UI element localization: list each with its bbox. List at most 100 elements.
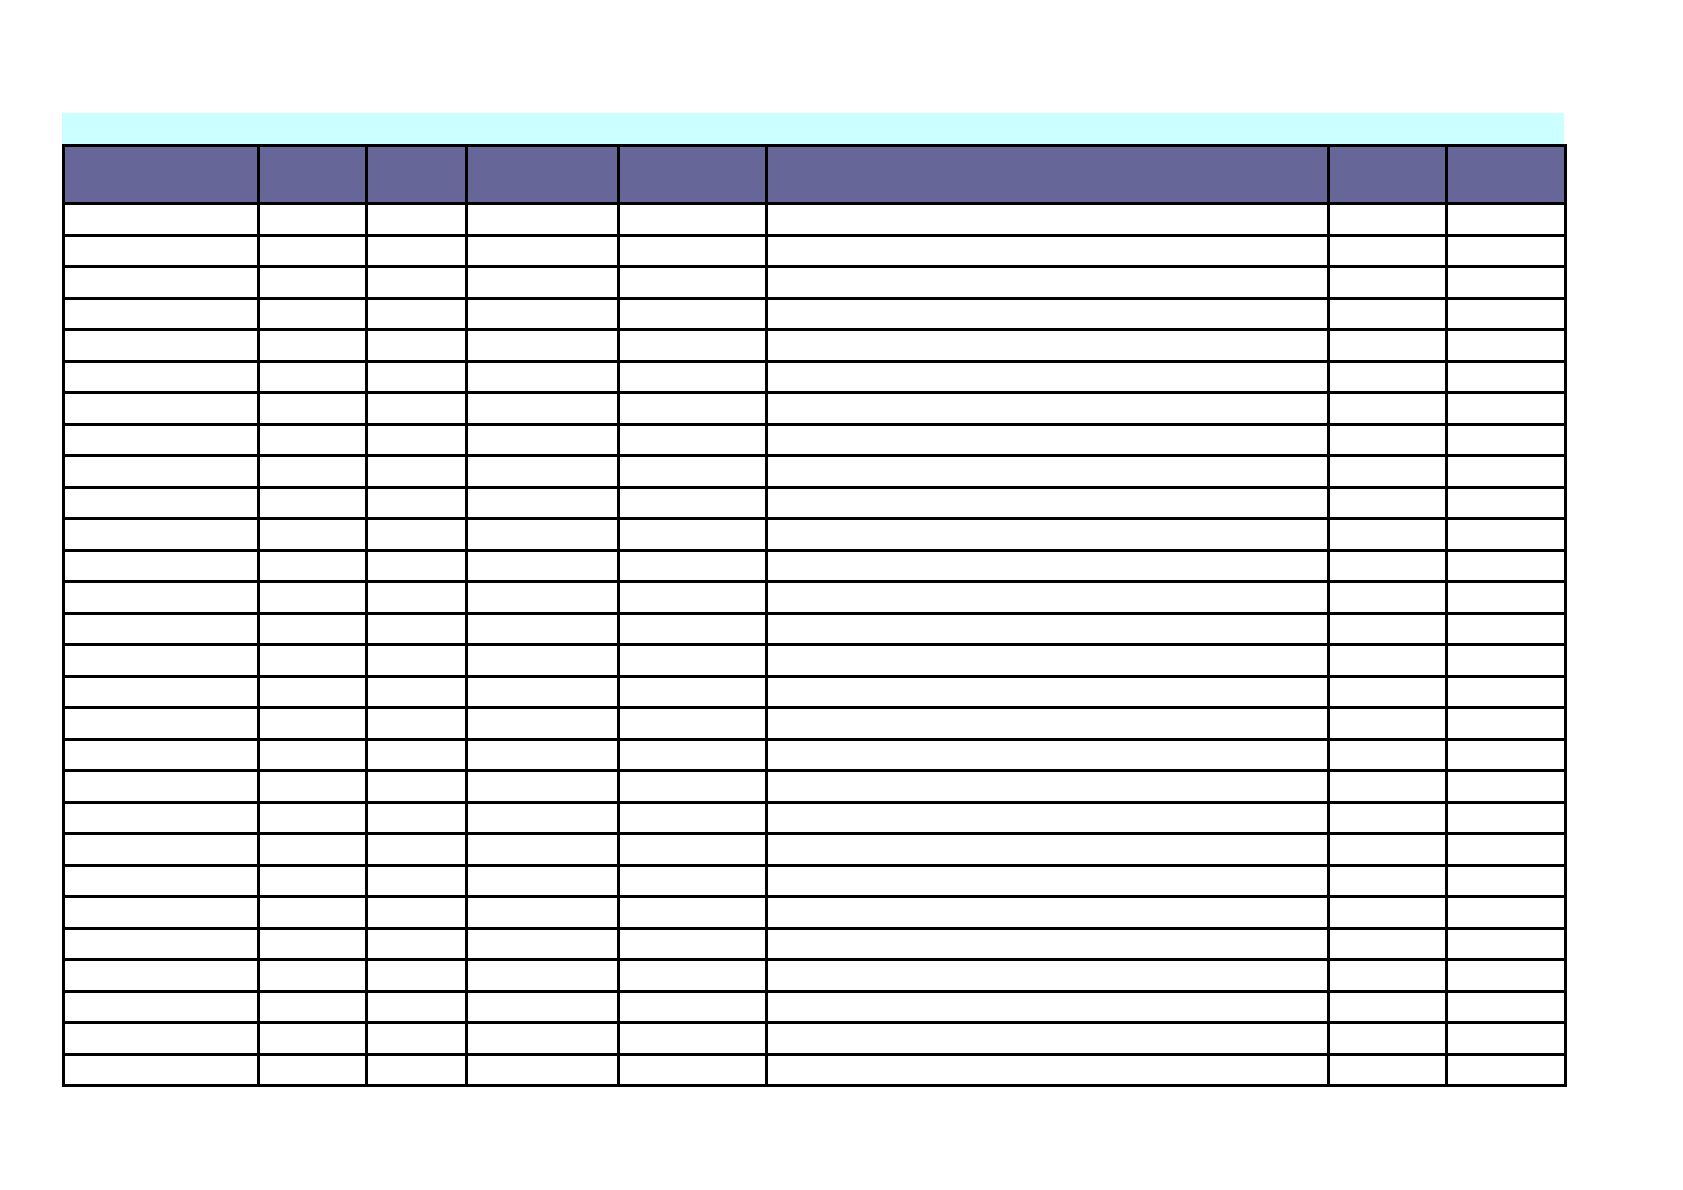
table-cell [765, 895, 1330, 930]
table-cell [1445, 517, 1567, 552]
table-cell [365, 391, 468, 426]
table-cell [1327, 296, 1448, 331]
table-cell [62, 517, 260, 552]
table-cell [365, 548, 468, 583]
table-cell [465, 233, 620, 268]
table-cell [465, 832, 620, 867]
table-cell [1327, 580, 1448, 615]
table-cell [465, 548, 620, 583]
table-cell [62, 422, 260, 457]
table-cell [1445, 328, 1567, 363]
table-cell [465, 737, 620, 772]
data-table [62, 144, 1567, 1087]
table-cell [365, 989, 468, 1024]
table-cell [365, 611, 468, 646]
table-cell [617, 580, 768, 615]
table-cell [365, 359, 468, 394]
table-cell [1327, 391, 1448, 426]
table-cell [1327, 328, 1448, 363]
table-cell [1445, 454, 1567, 489]
table-cell [465, 769, 620, 804]
table-row [62, 863, 1567, 898]
table-row [62, 328, 1567, 363]
table-cell [617, 958, 768, 993]
table-cell [257, 832, 368, 867]
table-cell [1327, 233, 1448, 268]
table-cell [1327, 674, 1448, 709]
table-cell [62, 832, 260, 867]
table-cell [465, 800, 620, 835]
table-cell [257, 674, 368, 709]
table-cell [62, 926, 260, 961]
table-cell [465, 1052, 620, 1087]
table-cell [1445, 391, 1567, 426]
table-cell [365, 706, 468, 741]
table-cell [465, 989, 620, 1024]
table-cell [465, 202, 620, 237]
table-cell [365, 674, 468, 709]
table-cell [257, 517, 368, 552]
table-cell [1445, 706, 1567, 741]
table-cell [465, 674, 620, 709]
header-cell-4 [617, 144, 768, 205]
table-cell [62, 895, 260, 930]
table-cell [1327, 863, 1448, 898]
table-cell [257, 769, 368, 804]
table-cell [257, 895, 368, 930]
table-cell [465, 391, 620, 426]
table-cell [617, 989, 768, 1024]
table-cell [365, 517, 468, 552]
table-cell [465, 328, 620, 363]
table-cell [365, 769, 468, 804]
table-cell [1445, 643, 1567, 678]
table-cell [465, 454, 620, 489]
table-cell [1445, 485, 1567, 520]
table-row [62, 580, 1567, 615]
table-cell [1445, 863, 1567, 898]
table-cell [765, 422, 1330, 457]
table-cell [765, 202, 1330, 237]
header-cell-7 [1445, 144, 1567, 205]
table-cell [617, 422, 768, 457]
table-cell [365, 643, 468, 678]
table-cell [765, 706, 1330, 741]
table-cell [1327, 517, 1448, 552]
table-cell [1327, 989, 1448, 1024]
form-template [62, 113, 1567, 1087]
table-cell [765, 611, 1330, 646]
header-cell-3 [465, 144, 620, 205]
table-cell [765, 580, 1330, 615]
table-cell [365, 202, 468, 237]
table-cell [62, 737, 260, 772]
table-cell [365, 737, 468, 772]
table-cell [1327, 643, 1448, 678]
table-cell [62, 548, 260, 583]
table-body [62, 202, 1567, 1087]
table-cell [765, 737, 1330, 772]
table-cell [1445, 611, 1567, 646]
table-cell [365, 328, 468, 363]
table-cell [257, 296, 368, 331]
table-cell [1445, 202, 1567, 237]
table-row [62, 202, 1567, 237]
table-cell [1445, 422, 1567, 457]
table-cell [365, 1052, 468, 1087]
table-cell [617, 1052, 768, 1087]
table-cell [465, 265, 620, 300]
table-cell [1327, 454, 1448, 489]
table-row [62, 1052, 1567, 1087]
table-cell [257, 706, 368, 741]
table-cell [62, 958, 260, 993]
table-cell [1327, 485, 1448, 520]
table-row [62, 769, 1567, 804]
table-cell [465, 643, 620, 678]
table-row [62, 832, 1567, 867]
table-cell [257, 422, 368, 457]
table-cell [62, 454, 260, 489]
table-cell [62, 202, 260, 237]
table-row [62, 706, 1567, 741]
table-cell [617, 769, 768, 804]
table-cell [365, 580, 468, 615]
table-cell [1445, 233, 1567, 268]
table-cell [617, 202, 768, 237]
